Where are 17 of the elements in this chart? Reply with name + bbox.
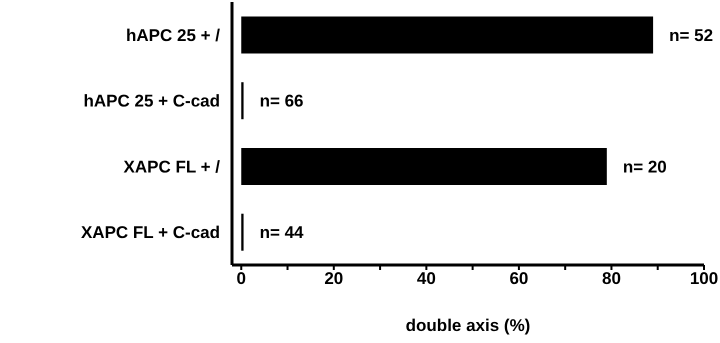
bar — [241, 16, 654, 54]
x-tick-label: 60 — [509, 269, 528, 288]
x-tick-label: 100 — [690, 269, 718, 288]
y-tick-label: XAPC FL + / — [123, 157, 220, 176]
y-tick-label: hAPC 25 + / — [126, 26, 220, 45]
y-tick-label: XAPC FL + C-cad — [80, 223, 220, 242]
x-tick-label: 20 — [324, 269, 344, 288]
x-tick-label: 40 — [416, 269, 436, 288]
x-tick-label: 0 — [236, 269, 246, 288]
annotation: n= 20 — [622, 157, 667, 176]
annotation: n= 66 — [260, 92, 304, 111]
x-axis-title: double axis (%) — [406, 316, 530, 335]
y-tick-label: hAPC 25 + C-cad — [83, 92, 220, 111]
bar — [241, 148, 607, 185]
x-tick-label: 80 — [602, 269, 621, 288]
annotation: n= 44 — [260, 223, 304, 242]
annotation: n= 52 — [669, 26, 714, 45]
